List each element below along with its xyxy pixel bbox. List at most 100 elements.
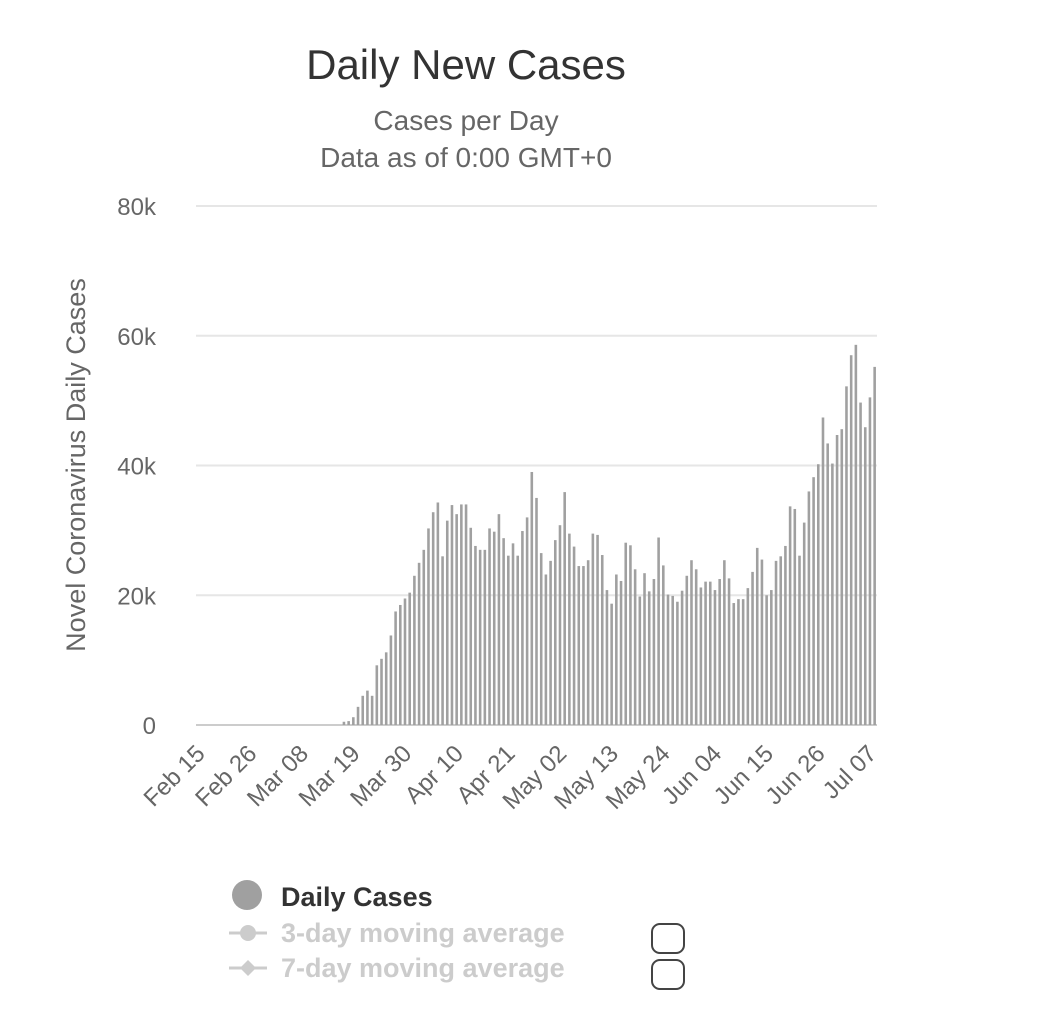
bar[interactable] <box>624 542 628 725</box>
bar[interactable] <box>779 556 783 725</box>
bar[interactable] <box>755 547 759 725</box>
bar[interactable] <box>544 574 548 725</box>
bar[interactable] <box>784 545 787 725</box>
bar[interactable] <box>610 603 613 725</box>
bar[interactable] <box>633 569 637 725</box>
bar[interactable] <box>788 506 792 725</box>
bar[interactable] <box>600 555 604 725</box>
bar[interactable] <box>680 590 684 725</box>
bar[interactable] <box>699 587 703 725</box>
bar[interactable] <box>563 492 566 725</box>
bar[interactable] <box>840 429 844 725</box>
bar[interactable] <box>507 555 510 725</box>
bar[interactable] <box>652 579 656 725</box>
bar[interactable] <box>511 543 515 725</box>
bar[interactable] <box>384 652 388 725</box>
bar[interactable] <box>812 477 815 725</box>
bar[interactable] <box>591 533 595 725</box>
bar[interactable] <box>441 556 444 725</box>
bar[interactable] <box>417 562 421 725</box>
bar[interactable] <box>427 528 430 725</box>
bar[interactable] <box>586 560 590 725</box>
bar[interactable] <box>469 527 473 725</box>
bar[interactable] <box>478 549 482 725</box>
bar[interactable] <box>831 463 834 725</box>
toggle-7-day-checkbox[interactable] <box>651 959 685 990</box>
bar[interactable] <box>615 574 618 725</box>
bar[interactable] <box>845 386 848 725</box>
bar[interactable] <box>619 580 623 725</box>
bar[interactable] <box>727 578 731 725</box>
bar[interactable] <box>342 721 346 725</box>
bar[interactable] <box>732 603 736 725</box>
bar[interactable] <box>676 601 679 725</box>
bar[interactable] <box>577 566 581 725</box>
bar[interactable] <box>821 417 825 725</box>
bar[interactable] <box>826 443 829 725</box>
bar[interactable] <box>539 553 543 725</box>
bar[interactable] <box>708 581 712 725</box>
bar[interactable] <box>464 504 468 725</box>
bar[interactable] <box>694 569 698 725</box>
bar[interactable] <box>380 658 383 725</box>
bar[interactable] <box>413 575 416 725</box>
bar[interactable] <box>802 522 806 725</box>
bar[interactable] <box>647 591 651 725</box>
bar[interactable] <box>760 559 764 725</box>
bar[interactable] <box>690 560 693 725</box>
legend-item-daily-cases[interactable]: Daily Cases <box>232 880 433 912</box>
bar[interactable] <box>366 690 369 725</box>
toggle-3-day-checkbox[interactable] <box>651 923 685 954</box>
bar[interactable] <box>558 525 562 725</box>
bar[interactable] <box>492 531 496 725</box>
bar[interactable] <box>488 528 491 725</box>
bar[interactable] <box>347 721 350 725</box>
bar[interactable] <box>389 635 393 725</box>
bar[interactable] <box>666 594 670 725</box>
bar[interactable] <box>685 575 689 725</box>
bar[interactable] <box>605 590 609 725</box>
bar[interactable] <box>737 599 740 725</box>
bar[interactable] <box>770 590 773 725</box>
bar[interactable] <box>455 514 458 725</box>
bar[interactable] <box>375 665 379 725</box>
bar[interactable] <box>572 546 576 725</box>
bar[interactable] <box>497 514 501 725</box>
bar[interactable] <box>807 491 811 725</box>
bar[interactable] <box>718 579 721 725</box>
bar[interactable] <box>765 595 768 725</box>
bar[interactable] <box>516 555 520 725</box>
bar[interactable] <box>671 595 674 725</box>
bar[interactable] <box>713 590 717 725</box>
bar[interactable] <box>741 599 745 725</box>
bar[interactable] <box>798 555 801 725</box>
bar[interactable] <box>863 427 867 725</box>
bar[interactable] <box>553 540 557 725</box>
bar[interactable] <box>643 573 646 725</box>
bar[interactable] <box>596 534 599 725</box>
bar[interactable] <box>361 695 365 725</box>
bar[interactable] <box>774 560 778 725</box>
bar[interactable] <box>502 538 505 725</box>
bar[interactable] <box>868 397 872 725</box>
bar[interactable] <box>859 402 862 725</box>
bar[interactable] <box>662 565 665 725</box>
bar[interactable] <box>352 717 355 725</box>
bar[interactable] <box>854 344 858 725</box>
bar[interactable] <box>483 549 487 725</box>
bar[interactable] <box>399 604 402 725</box>
bar[interactable] <box>751 571 754 725</box>
bar[interactable] <box>408 592 411 725</box>
bar[interactable] <box>746 588 750 725</box>
bar[interactable] <box>629 545 632 725</box>
bar[interactable] <box>445 520 449 725</box>
bar[interactable] <box>835 435 839 725</box>
bar[interactable] <box>474 545 477 725</box>
bar[interactable] <box>873 366 876 725</box>
bar[interactable] <box>525 517 529 725</box>
legend-item-7-day-average[interactable]: 7-day moving average <box>229 953 565 983</box>
bar[interactable] <box>530 471 534 725</box>
bar[interactable] <box>704 581 707 725</box>
bar[interactable] <box>422 549 426 725</box>
bar[interactable] <box>431 512 435 725</box>
